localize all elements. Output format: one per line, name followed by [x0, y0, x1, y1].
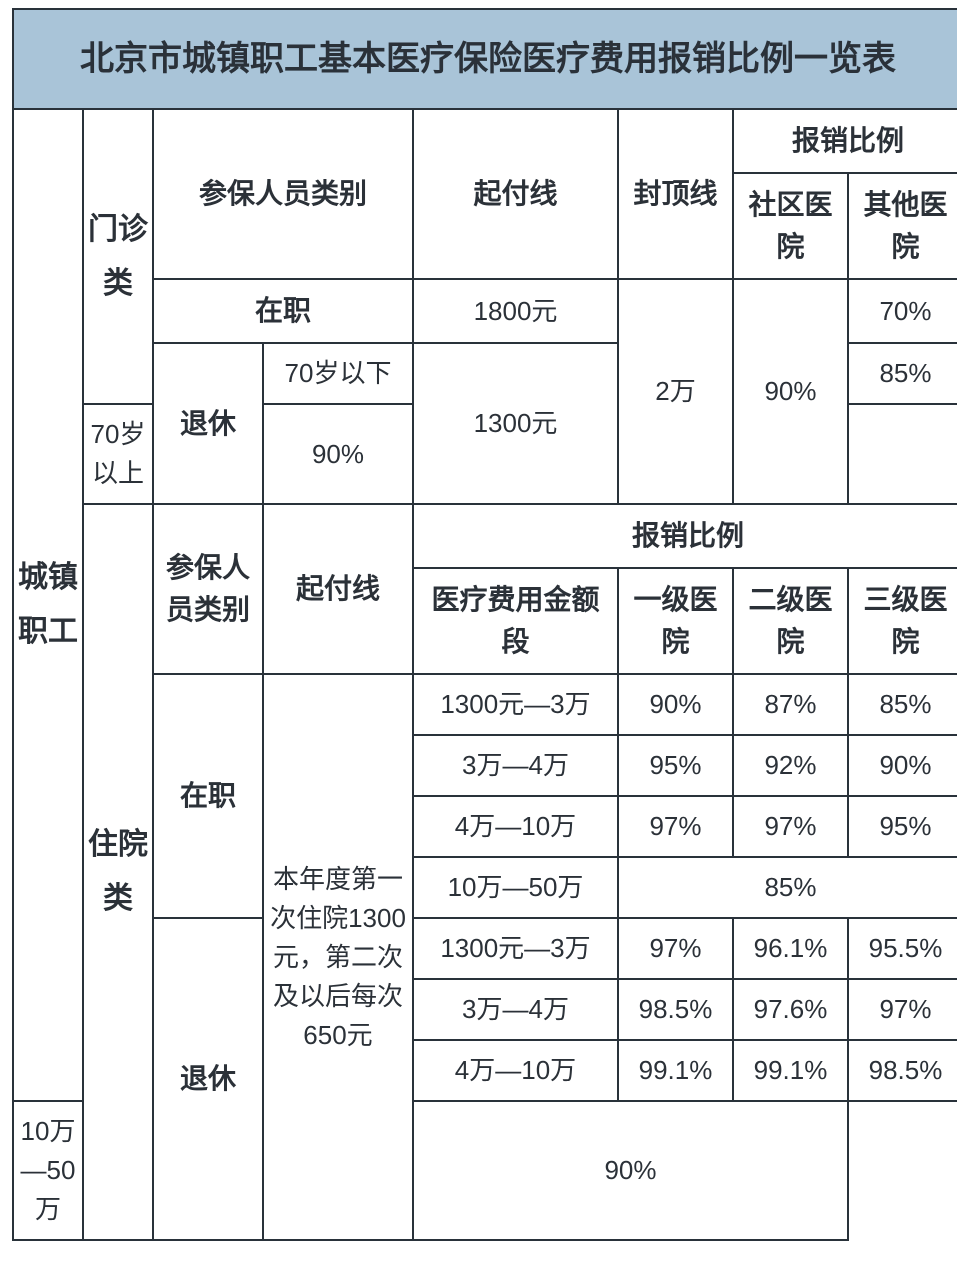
op-over70-other: 90% — [263, 404, 413, 504]
ip-r-r1-l1: 98.5% — [618, 979, 733, 1040]
ip-w-r1-l2: 92% — [733, 735, 848, 796]
op-working-other: 70% — [848, 279, 957, 343]
ip-r-r2-l2: 99.1% — [733, 1040, 848, 1101]
ip-w-r1-l3: 90% — [848, 735, 957, 796]
ip-w-r3-merged: 85% — [618, 857, 957, 918]
ip-w-r0-range: 1300元—3万 — [413, 674, 618, 735]
ip-r-r2-l3: 98.5% — [848, 1040, 957, 1101]
ip-r-r2-l1: 99.1% — [618, 1040, 733, 1101]
hdr-person-type: 参保人员类别 — [153, 109, 413, 279]
inpatient-label: 住院类 — [83, 504, 153, 1240]
ip-hdr-lvl2: 二级医院 — [733, 568, 848, 674]
ip-r-r0-l1: 97% — [618, 918, 733, 979]
table-title: 北京市城镇职工基本医疗保险医疗费用报销比例一览表 — [13, 9, 957, 109]
ip-r-r0-l3: 95.5% — [848, 918, 957, 979]
ip-w-r2-l3: 95% — [848, 796, 957, 857]
ip-deductible-note: 本年度第一次住院1300元，第二次及以后每次650元 — [263, 674, 413, 1240]
ip-hdr-amount-range: 医疗费用金额段 — [413, 568, 618, 674]
hdr-other: 其他医院 — [848, 173, 957, 279]
hdr-cap: 封顶线 — [618, 109, 733, 279]
hdr-community: 社区医院 — [733, 173, 848, 279]
ip-w-r2-l2: 97% — [733, 796, 848, 857]
ip-r-r0-l2: 96.1% — [733, 918, 848, 979]
ip-hdr-person-type: 参保人员类别 — [153, 504, 263, 674]
ip-r-r1-l2: 97.6% — [733, 979, 848, 1040]
op-over70-label: 70岁以上 — [83, 404, 153, 504]
ip-w-r3-range: 10万—50万 — [413, 857, 618, 918]
side-label: 城镇职工 — [13, 109, 83, 1101]
ip-w-r0-l2: 87% — [733, 674, 848, 735]
ip-w-r2-range: 4万—10万 — [413, 796, 618, 857]
ip-hdr-deductible: 起付线 — [263, 504, 413, 674]
ip-r-r1-range: 3万—4万 — [413, 979, 618, 1040]
ip-w-r0-l3: 85% — [848, 674, 957, 735]
op-working-label: 在职 — [153, 279, 413, 343]
op-under70-label: 70岁以下 — [263, 343, 413, 404]
hdr-deductible: 起付线 — [413, 109, 618, 279]
op-cap: 2万 — [618, 279, 733, 504]
op-under70-other: 85% — [848, 343, 957, 404]
outpatient-label: 门诊类 — [83, 109, 153, 404]
ip-r-r1-l3: 97% — [848, 979, 957, 1040]
ip-hdr-ratio: 报销比例 — [413, 504, 957, 568]
ip-hdr-lvl1: 一级医院 — [618, 568, 733, 674]
ip-r-r3-merged: 90% — [413, 1101, 848, 1240]
ip-w-r0-l1: 90% — [618, 674, 733, 735]
ip-r-r0-range: 1300元—3万 — [413, 918, 618, 979]
ip-retired-label: 退休 — [153, 918, 263, 1240]
ip-r-r3-range: 10万—50万 — [13, 1101, 83, 1240]
ip-working-label: 在职 — [153, 674, 263, 918]
op-working-deductible: 1800元 — [413, 279, 618, 343]
ip-w-r1-l1: 95% — [618, 735, 733, 796]
ip-w-r2-l1: 97% — [618, 796, 733, 857]
ip-r-r2-range: 4万—10万 — [413, 1040, 618, 1101]
hdr-ratio: 报销比例 — [733, 109, 957, 173]
ip-w-r1-range: 3万—4万 — [413, 735, 618, 796]
op-retired-deductible: 1300元 — [413, 343, 618, 504]
ip-hdr-lvl3: 三级医院 — [848, 568, 957, 674]
op-retired-label: 退休 — [153, 343, 263, 504]
insurance-table: 北京市城镇职工基本医疗保险医疗费用报销比例一览表 城镇职工 门诊类 参保人员类别… — [12, 8, 957, 1241]
op-community: 90% — [733, 279, 848, 504]
